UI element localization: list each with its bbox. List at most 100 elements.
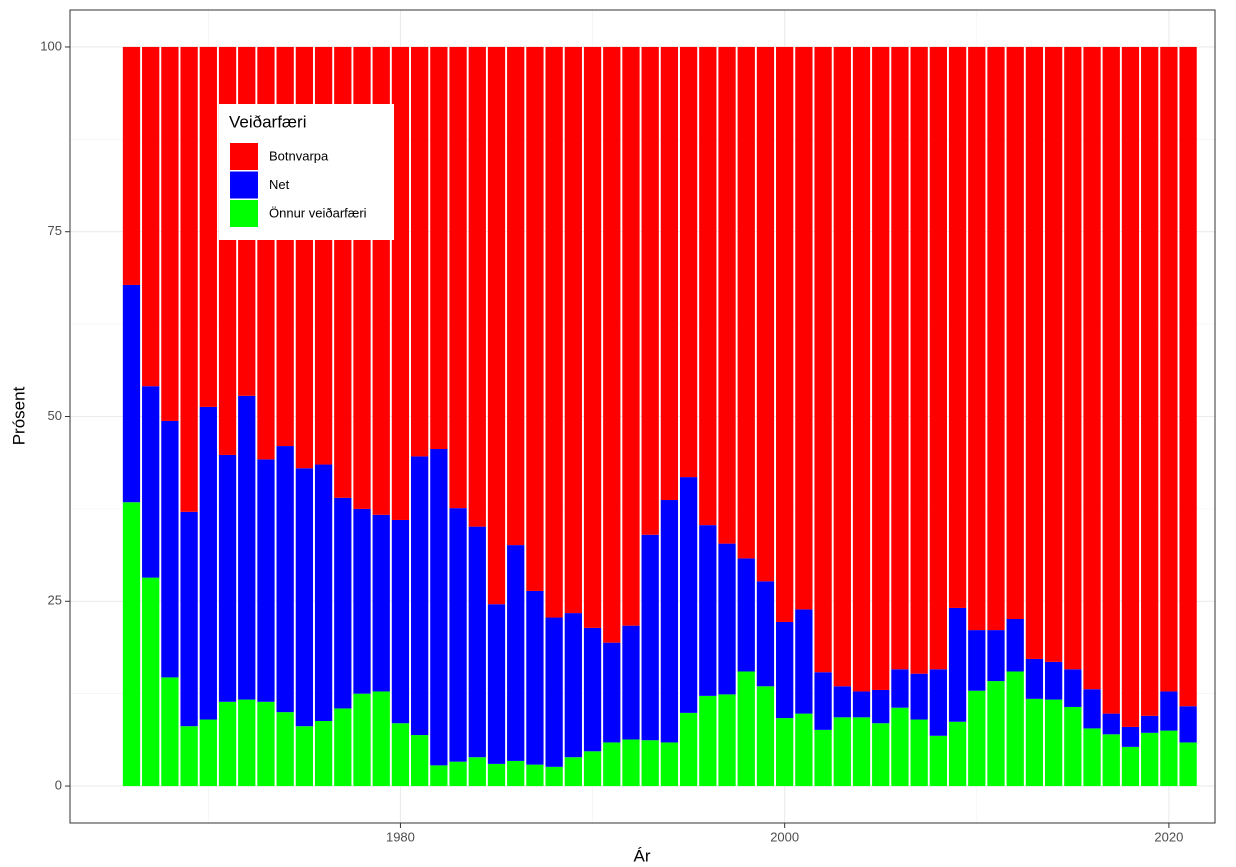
x-tick-label: 1980 (386, 829, 415, 844)
x-tick-label: 2020 (1154, 829, 1183, 844)
bar-segment (295, 468, 314, 727)
bar-segment (929, 46, 948, 670)
bar-segment (430, 765, 448, 787)
bar-segment (180, 726, 198, 787)
bar-segment (199, 406, 217, 720)
bar-segment (583, 46, 602, 628)
bar-segment (507, 46, 525, 546)
bar-segment (1160, 46, 1178, 692)
legend: Veiðarfæri Botnvarpa Net Önnur veiðarfæri (219, 104, 394, 240)
bar-segment (776, 621, 794, 719)
bar-segment (372, 514, 390, 692)
bar-segment (1025, 658, 1044, 699)
bar-segment (487, 604, 506, 764)
y-tick-label: 25 (48, 593, 62, 608)
bar-segment (910, 719, 928, 787)
bar-segment (353, 693, 371, 787)
bar-segment (1121, 746, 1140, 787)
bar-segment (142, 386, 160, 578)
bar-segment (795, 46, 813, 610)
bar-segment (142, 577, 160, 787)
bar-segment (353, 508, 371, 694)
bar-segment (238, 395, 256, 700)
bar-segment (545, 766, 563, 787)
bar-segment (987, 681, 1005, 787)
legend-key (230, 143, 258, 170)
bar-segment (641, 534, 659, 741)
bar-segment (257, 459, 275, 702)
y-tick-label: 100 (40, 38, 62, 53)
bar-segment (891, 707, 909, 787)
bar-segment (987, 46, 1005, 631)
bar-segment (391, 46, 410, 520)
bar-segment (1044, 699, 1063, 787)
bar-segment (699, 695, 717, 787)
bar-segment (526, 764, 544, 787)
bar-segment (257, 701, 275, 787)
bar-segment (1006, 46, 1024, 620)
bar-segment (1121, 726, 1140, 747)
legend-label: Botnvarpa (269, 148, 329, 163)
bar-segment (1102, 46, 1120, 714)
bar-segment (1064, 706, 1082, 787)
x-axis-title: Ár (634, 846, 651, 865)
bar-segment (334, 708, 352, 787)
bar-segment (449, 46, 467, 509)
y-axis-title: Prósent (9, 386, 28, 445)
bar-segment (218, 454, 237, 702)
bar-segment (1179, 706, 1197, 743)
bar-segment (564, 613, 582, 758)
bar-segment (1160, 730, 1178, 787)
bar-segment (795, 609, 813, 714)
legend-label: Önnur veiðarfæri (269, 205, 367, 220)
bar-segment (161, 46, 179, 421)
bar-segment (1006, 671, 1024, 787)
bar-segment (968, 46, 986, 631)
bar-segment (218, 701, 237, 787)
bar-segment (1141, 715, 1159, 733)
bar-segment (660, 742, 679, 787)
bar-segment (699, 525, 717, 696)
bar-segment (641, 46, 659, 535)
bar-segment (718, 694, 736, 787)
bar-segment (1083, 728, 1101, 787)
bar-segment (411, 735, 429, 787)
bar-segment (948, 721, 967, 787)
bar-segment (776, 46, 794, 622)
bar-segment (929, 735, 948, 787)
bar-segment (603, 742, 621, 787)
bar-segment (679, 477, 698, 713)
bar-segment (622, 625, 640, 740)
bar-segment (1025, 46, 1044, 659)
bar-segment (891, 46, 909, 670)
bar-segment (487, 46, 506, 605)
bar-segment (891, 669, 909, 708)
bar-segment (1083, 46, 1101, 690)
bar-segment (737, 46, 755, 559)
bar-segment (526, 46, 544, 591)
legend-label: Net (269, 177, 290, 192)
bar-segment (526, 590, 544, 765)
bar-segment (334, 497, 352, 709)
bar-segment (295, 726, 314, 787)
bar-segment (814, 729, 832, 787)
bar-segment (699, 46, 717, 526)
bar-segment (507, 545, 525, 761)
bar-segment (1025, 698, 1044, 787)
bar-segment (1141, 46, 1159, 716)
bar-segment (756, 686, 775, 787)
bar-segment (161, 420, 179, 678)
bar-segment (449, 508, 467, 762)
bar-segment (872, 46, 890, 690)
bar-segment (1006, 619, 1024, 672)
bar-segment (199, 46, 217, 407)
bar-segment (391, 519, 410, 724)
bar-segment (756, 46, 775, 582)
bar-segment (391, 723, 410, 787)
bar-segment (872, 723, 890, 787)
bar-segment (852, 691, 871, 718)
bar-segment (948, 46, 967, 608)
bar-segment (1064, 669, 1082, 707)
bar-segment (238, 699, 256, 787)
